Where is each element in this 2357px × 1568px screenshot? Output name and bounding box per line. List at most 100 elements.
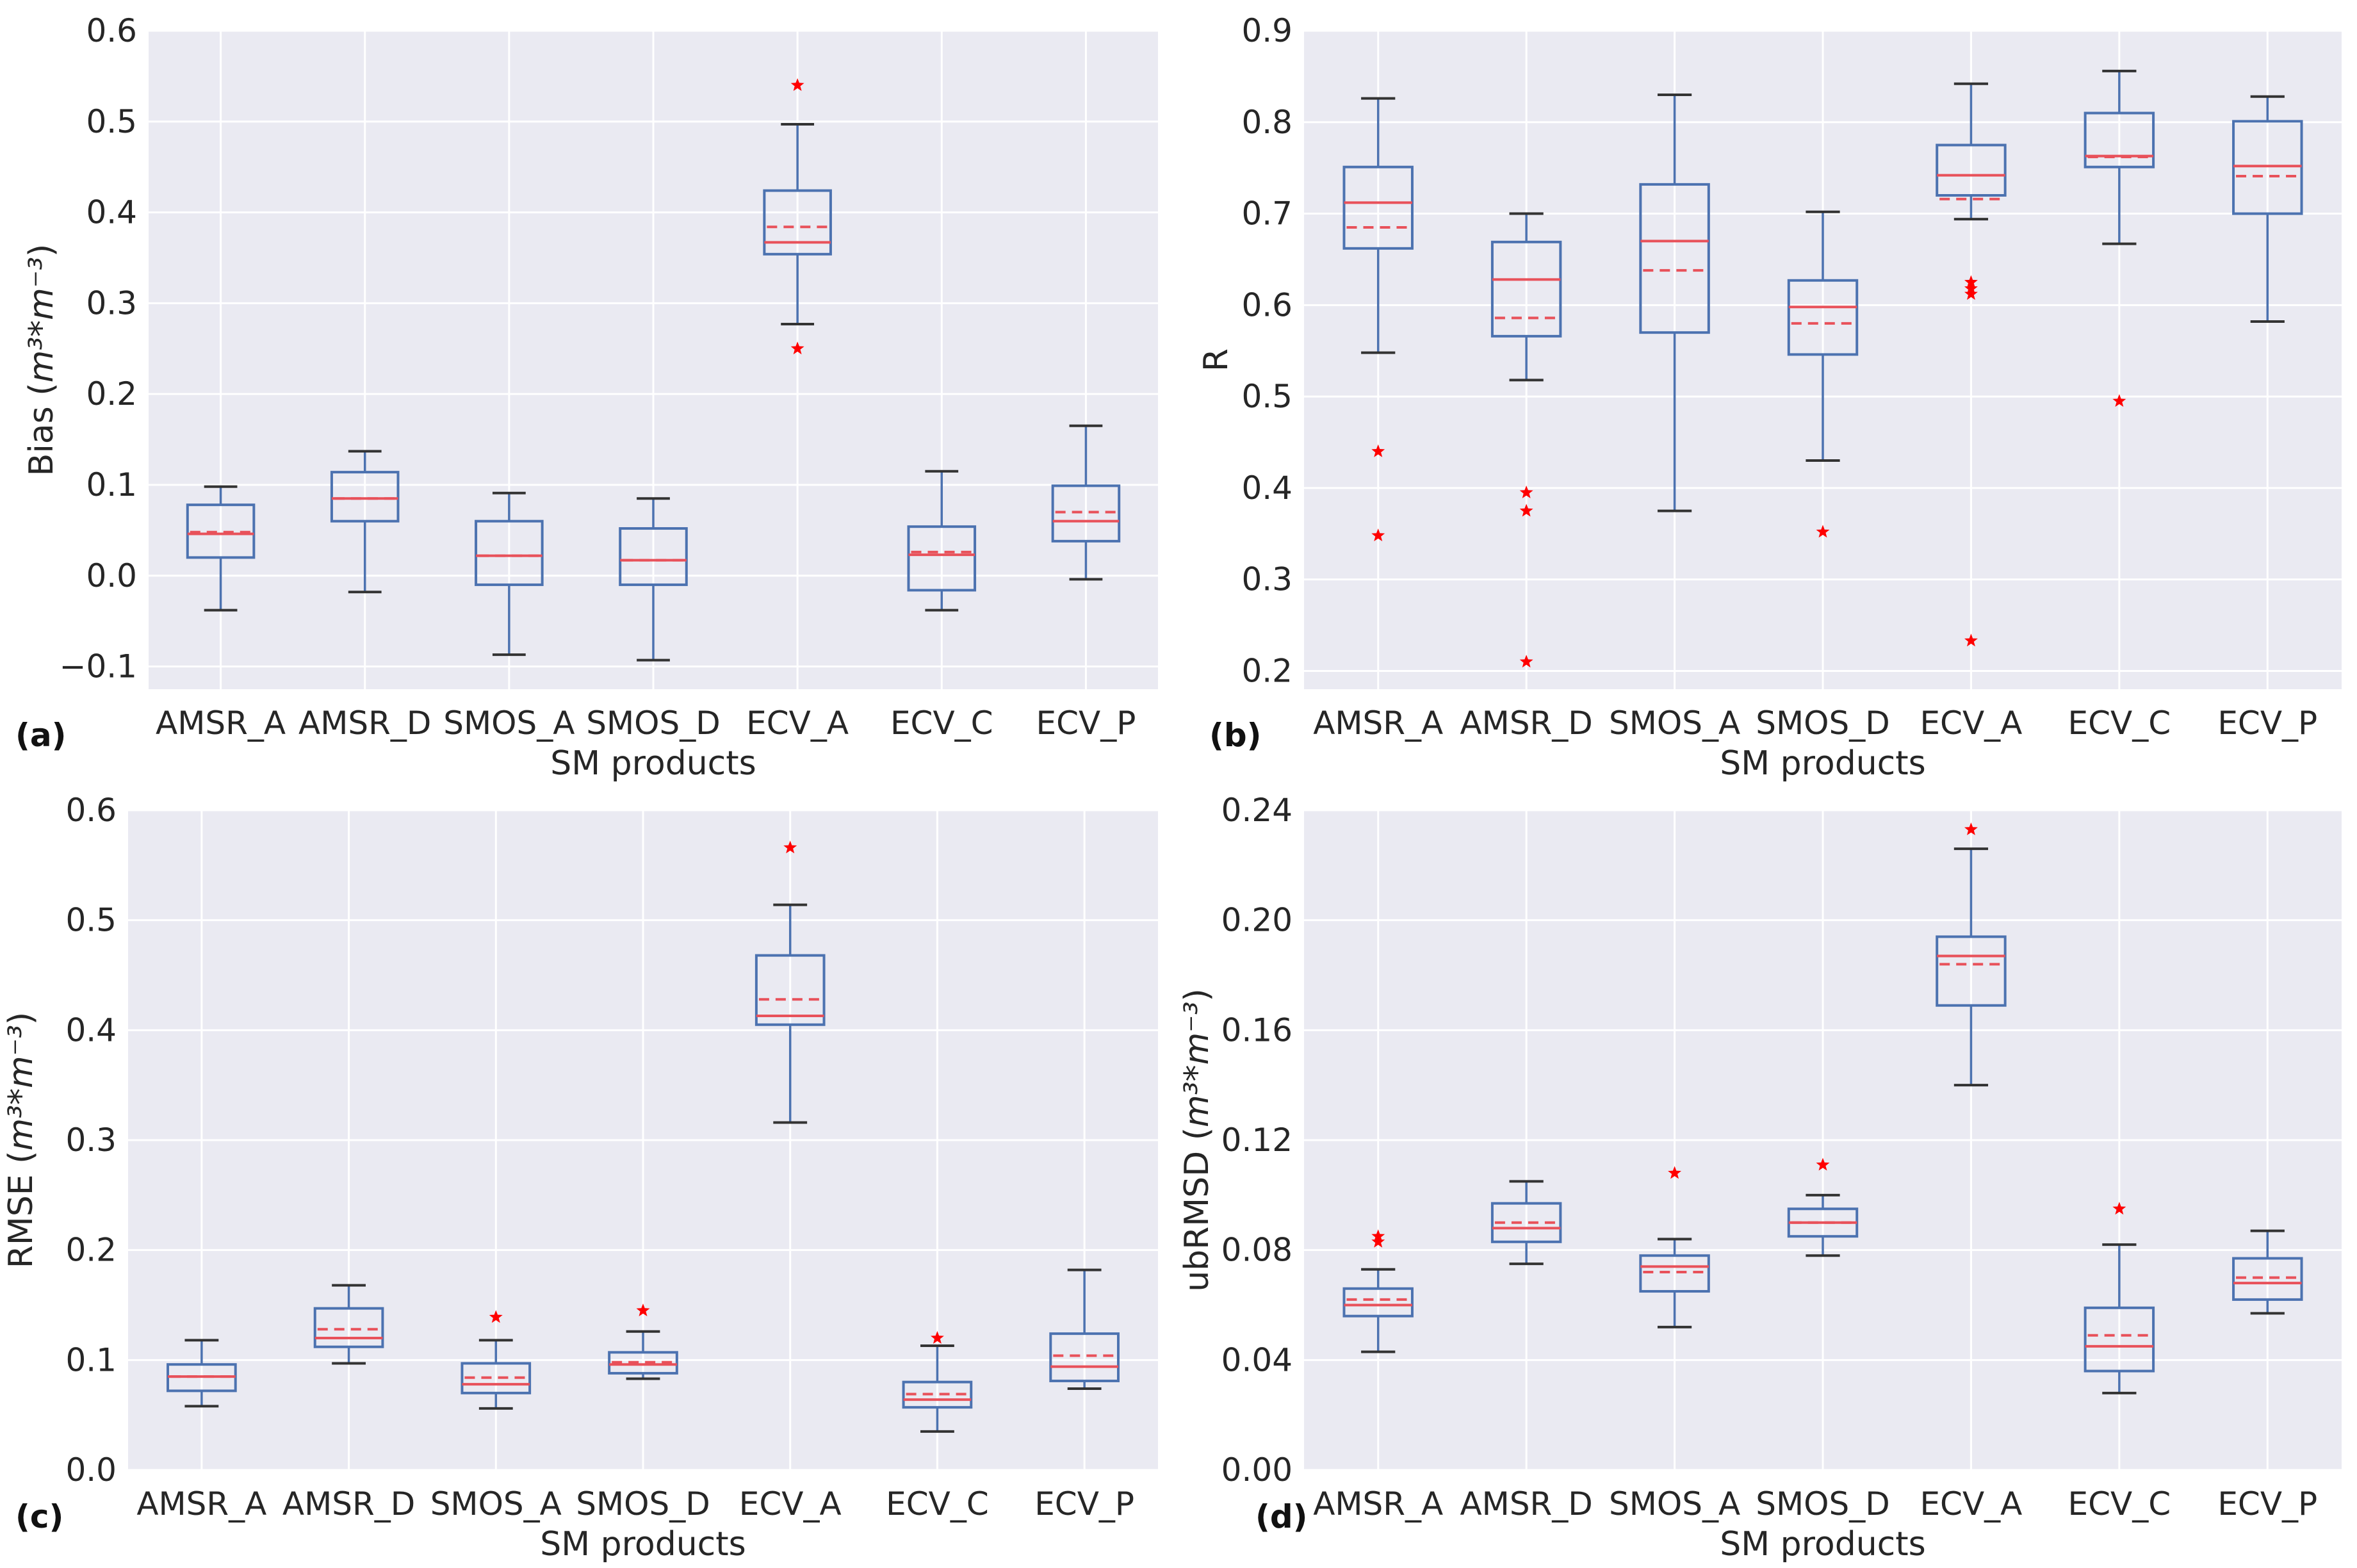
box-ecv-a	[1936, 822, 2007, 1087]
box-ecv-c	[907, 470, 977, 612]
outlier-marker	[2112, 1202, 2126, 1215]
box-ecv-a	[754, 840, 826, 1124]
y-tick-label: 0.2	[1241, 652, 1293, 689]
box-amsr-a	[186, 485, 256, 612]
outlier-marker	[1371, 528, 1385, 541]
x-tick-label: AMSR_D	[1460, 705, 1592, 742]
box-smos-a	[1639, 93, 1710, 512]
y-axis-label: RMSE (m³*m⁻³)	[2, 1012, 40, 1268]
box-iqr	[1049, 1332, 1120, 1382]
box-smos-d	[608, 1303, 678, 1380]
box-iqr	[763, 189, 832, 256]
x-tick-label: SMOS_A	[1609, 705, 1740, 742]
box-ecv-a	[763, 78, 832, 355]
box-ecv-c	[2084, 69, 2155, 407]
box-amsr-d	[330, 450, 400, 594]
box-amsr-a	[1342, 97, 1414, 541]
box-amsr-d	[313, 1284, 384, 1365]
x-tick-label: SMOS_D	[1756, 1485, 1889, 1523]
y-tick-label: 0.24	[1221, 792, 1293, 829]
y-tick-label: 0.5	[86, 103, 137, 140]
y-tick-label: 0.0	[86, 557, 137, 594]
box-iqr	[754, 954, 826, 1026]
box-amsr-d	[1490, 212, 1562, 668]
box-amsr-a	[167, 1339, 237, 1408]
chart-panel: 0.00 0.04 0.08 0.12 0.16 0.20 0.24 AMSR_A AMSR_D…	[1178, 792, 2342, 1564]
x-tick-label: AMSR_A	[136, 1485, 266, 1523]
box-iqr	[1342, 165, 1414, 250]
y-tick-label: 0.1	[86, 466, 137, 503]
outlier-marker	[636, 1303, 650, 1316]
y-axis-label: R	[1197, 348, 1236, 372]
box-iqr	[461, 1362, 532, 1394]
x-tick-label: ECV_A	[746, 705, 849, 742]
box-iqr	[1936, 935, 2007, 1007]
x-tick-label: SMOS_A	[443, 705, 575, 742]
x-tick-label: ECV_P	[1034, 1485, 1134, 1523]
x-tick-label: SMOS_A	[430, 1485, 562, 1523]
x-tick-label: ECV_P	[1036, 705, 1136, 742]
y-tick-label: 0.6	[65, 792, 117, 829]
box-smos-a	[461, 1310, 532, 1410]
x-tick-label: AMSR_A	[1313, 705, 1443, 742]
x-tick-label: ECV_A	[1920, 705, 2022, 742]
y-tick-label: −0.1	[60, 648, 137, 685]
y-tick-label: 0.6	[86, 12, 137, 49]
box-iqr	[2232, 1257, 2303, 1301]
x-axis-label: SM products	[540, 1525, 746, 1564]
x-tick-label: ECV_C	[886, 1485, 989, 1523]
y-tick-label: 0.2	[65, 1232, 117, 1269]
y-axis-label: Bias (m³*m⁻³)	[22, 244, 61, 477]
y-tick-label: 0.9	[1241, 12, 1293, 49]
outlier-marker	[931, 1331, 944, 1344]
x-tick-label: AMSR_D	[298, 705, 431, 742]
y-tick-label: 0.4	[65, 1011, 117, 1049]
x-tick-label: ECV_P	[2217, 705, 2317, 742]
x-tick-label: SMOS_D	[576, 1485, 710, 1523]
box-iqr	[1639, 1254, 1710, 1293]
box-iqr	[619, 527, 688, 586]
box-smos-d	[1787, 210, 1859, 538]
panel-label: (c)	[15, 1498, 63, 1535]
y-tick-label: 0.2	[86, 375, 137, 412]
outlier-marker	[1816, 525, 1830, 538]
outlier-marker	[1668, 1166, 1681, 1179]
x-tick-label: ECV_C	[890, 705, 993, 742]
box-iqr	[2232, 120, 2303, 215]
y-tick-label: 0.00	[1221, 1451, 1293, 1489]
y-tick-label: 0.8	[1241, 104, 1293, 141]
outlier-marker	[1519, 486, 1533, 498]
box-ecv-p	[2232, 1229, 2303, 1315]
box-iqr	[1490, 1202, 1562, 1243]
y-tick-label: 0.7	[1241, 195, 1293, 233]
outlier-marker	[1964, 822, 1978, 835]
box-iqr	[475, 519, 544, 586]
outlier-marker	[1519, 655, 1533, 668]
y-tick-label: 0.5	[65, 902, 117, 939]
x-tick-label: ECV_C	[2068, 705, 2171, 742]
outlier-marker	[790, 341, 804, 355]
box-ecv-c	[902, 1331, 973, 1433]
x-tick-label: ECV_A	[1920, 1485, 2022, 1523]
box-ecv-p	[2232, 95, 2303, 323]
x-axis-label: SM products	[1720, 744, 1926, 783]
y-tick-label: 0.3	[86, 284, 137, 322]
box-ecv-p	[1051, 424, 1121, 581]
box-iqr	[902, 1380, 973, 1409]
box-iqr	[1490, 240, 1562, 338]
outlier-marker	[1371, 444, 1385, 457]
x-tick-label: AMSR_D	[282, 1485, 415, 1523]
box-iqr	[2084, 111, 2155, 168]
y-tick-label: 0.20	[1221, 902, 1293, 939]
y-tick-label: 0.1	[65, 1341, 117, 1378]
x-tick-label: SMOS_D	[586, 705, 720, 742]
box-ecv-p	[1049, 1268, 1120, 1390]
y-tick-label: 0.3	[65, 1122, 117, 1159]
box-iqr	[330, 471, 400, 523]
y-tick-label: 0.5	[1241, 378, 1293, 415]
y-tick-label: 0.3	[1241, 561, 1293, 598]
box-smos-a	[1639, 1166, 1710, 1328]
x-tick-label: AMSR_A	[156, 705, 286, 742]
